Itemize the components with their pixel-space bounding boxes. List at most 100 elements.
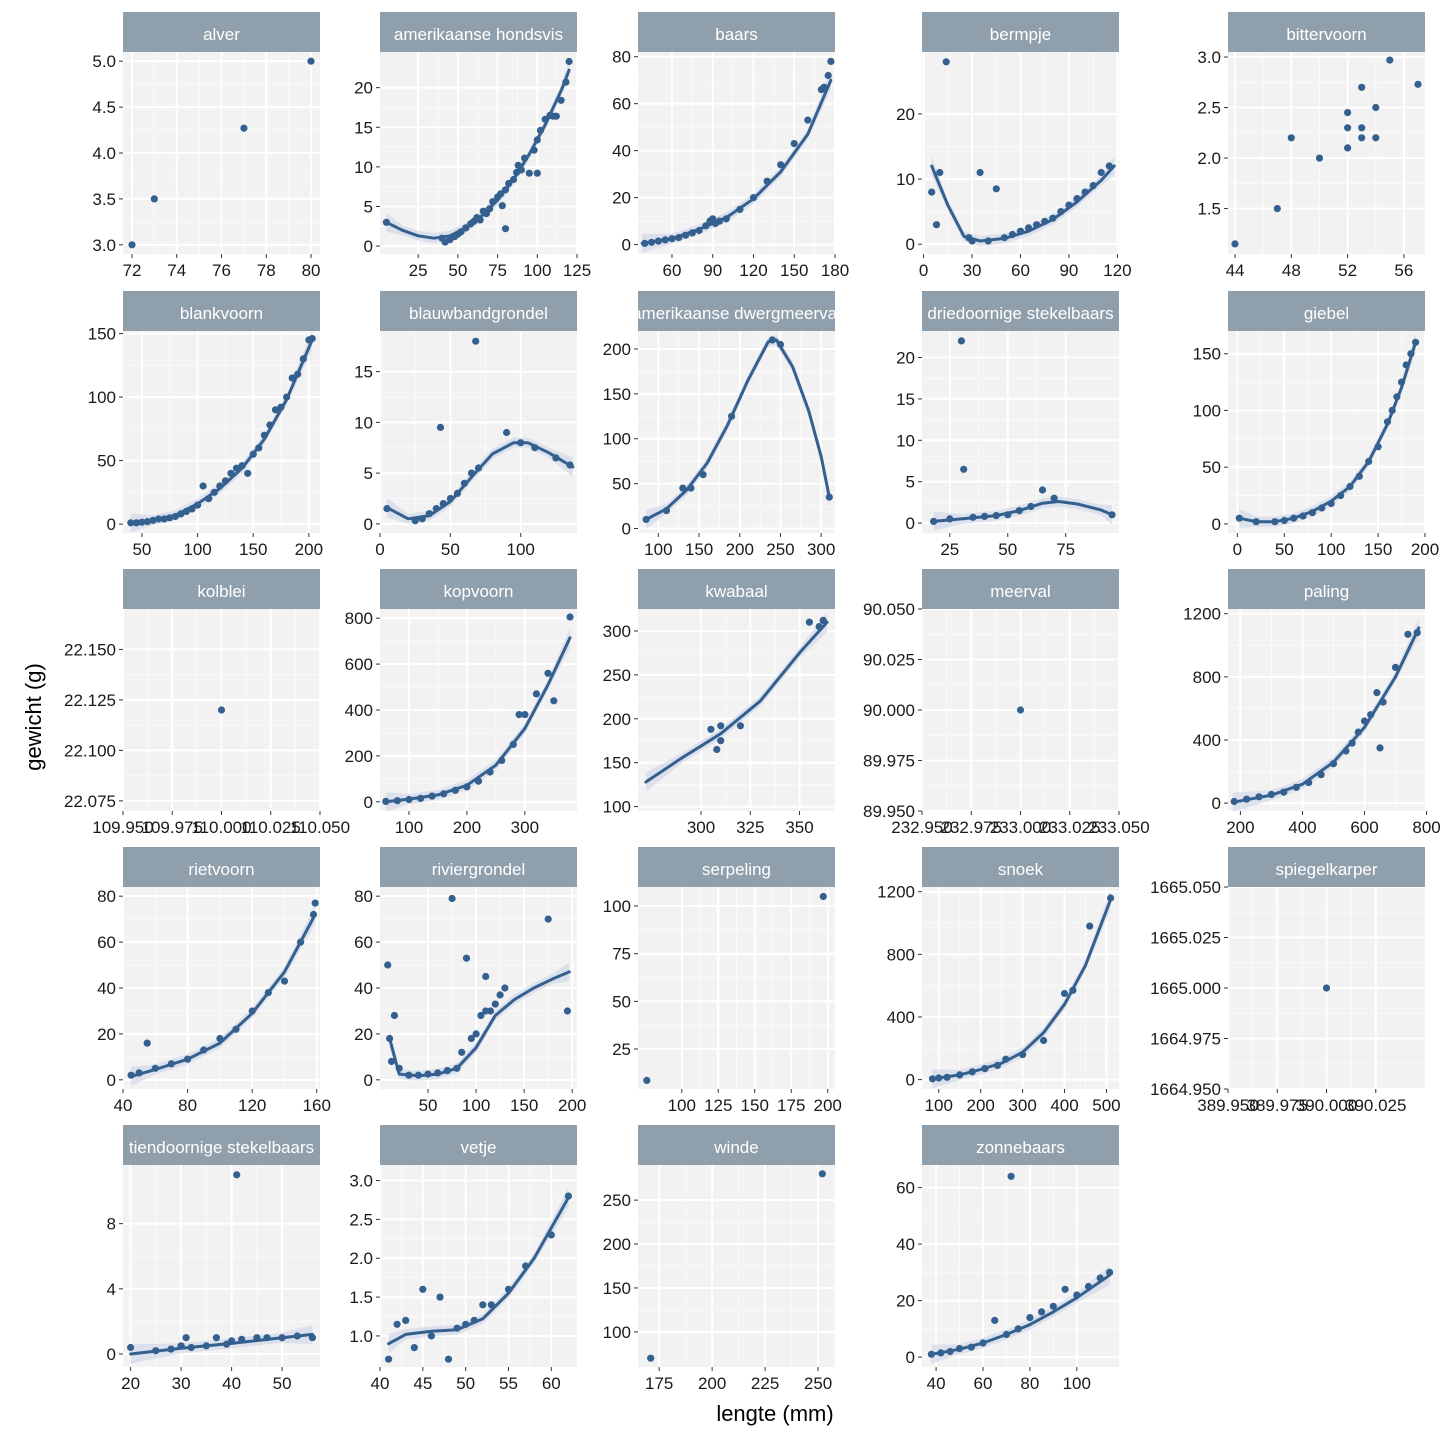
x-tick-label: 150 <box>239 540 267 559</box>
data-point <box>1391 663 1400 672</box>
data-point <box>127 1071 135 1079</box>
x-tick-label: 100 <box>507 540 535 559</box>
facet-panel: zonnebaars 40 60 80 100 0 20 40 60 <box>896 1125 1119 1393</box>
data-point <box>263 1334 271 1342</box>
data-point <box>411 517 419 525</box>
data-point <box>1073 195 1081 203</box>
y-tick-label: 20 <box>896 348 915 367</box>
x-tick-label: 30 <box>963 261 982 280</box>
data-point <box>1404 630 1412 638</box>
data-point <box>432 505 440 513</box>
x-tick-label: 30 <box>172 1374 191 1393</box>
facet-strip-label: kolblei <box>197 582 245 601</box>
panel-background <box>638 52 835 254</box>
data-point <box>699 471 707 479</box>
data-point <box>968 1068 976 1076</box>
plot-layer <box>647 1170 826 1362</box>
data-point <box>790 140 798 148</box>
x-tick-label: 233.000 <box>990 818 1051 837</box>
y-tick-label: 80 <box>354 887 373 906</box>
confidence-band <box>642 70 831 253</box>
facet-strip-label: kwabaal <box>705 582 767 601</box>
data-point <box>1376 744 1384 752</box>
x-tick-label: 180 <box>821 261 849 280</box>
facet-strip-label: meerval <box>990 582 1050 601</box>
y-tick-label: 75 <box>612 945 631 964</box>
data-point <box>297 938 305 946</box>
facet-strip <box>638 12 835 52</box>
x-tick-label: 78 <box>257 261 276 280</box>
data-point <box>969 513 977 521</box>
data-point <box>1360 717 1369 725</box>
data-point <box>1344 124 1352 132</box>
panel-background <box>380 331 577 533</box>
facet-panel: serpeling 100 125 150 175 200 25 50 75 100 <box>603 847 842 1115</box>
facet-strip <box>380 569 577 609</box>
data-point <box>216 482 224 490</box>
facet-strip-label: driedoornige stekelbaars <box>927 304 1113 323</box>
y-tick-label: 89.950 <box>863 802 915 821</box>
data-point <box>1322 984 1331 992</box>
plot-layer <box>127 1171 316 1364</box>
confidence-band <box>385 628 570 811</box>
x-tick-label: 50 <box>273 1374 292 1393</box>
y-tick-label: 800 <box>345 609 373 628</box>
x-tick-label: 90 <box>703 261 722 280</box>
y-tick-label: 60 <box>896 1179 915 1198</box>
y-tick-label: 0 <box>107 1345 116 1364</box>
data-point <box>486 205 494 213</box>
data-point <box>932 221 941 229</box>
x-tick-label: 120 <box>1103 261 1131 280</box>
plot-layer <box>1231 56 1422 248</box>
data-point <box>1305 779 1313 787</box>
data-point <box>1280 516 1288 525</box>
data-point <box>462 1320 470 1328</box>
data-point <box>564 1192 573 1200</box>
y-tick-label: 20 <box>354 79 373 98</box>
data-point <box>1358 83 1366 91</box>
data-point <box>425 510 433 518</box>
y-tick-label: 22.150 <box>64 640 116 659</box>
y-tick-label: 600 <box>345 655 373 674</box>
data-point <box>736 722 745 730</box>
data-point <box>470 1316 478 1324</box>
x-tick-label: 389.950 <box>1197 1096 1258 1115</box>
y-tick-label: 22.125 <box>64 691 116 710</box>
facet-strip <box>123 847 320 887</box>
y-tick-label: 0 <box>107 515 116 534</box>
data-point <box>981 512 989 521</box>
x-tick-label: 40 <box>371 1374 390 1393</box>
data-point <box>930 517 938 526</box>
x-tick-label: 110.000 <box>191 818 251 837</box>
data-point <box>679 484 687 492</box>
facet-strip <box>922 12 1119 52</box>
data-point <box>444 1355 453 1363</box>
data-point <box>460 479 468 487</box>
data-point <box>1373 689 1381 697</box>
x-tick-label: 90 <box>1059 261 1078 280</box>
data-point <box>1033 221 1041 229</box>
y-tick-label: 50 <box>1202 458 1221 477</box>
data-point <box>563 1007 572 1015</box>
facet-strip-label: baars <box>715 25 758 44</box>
data-point <box>521 154 529 162</box>
data-point <box>293 1332 301 1340</box>
data-point <box>405 1071 413 1079</box>
data-point <box>1355 472 1363 480</box>
facet-panel: riviergrondel 50 100 150 200 0 20 40 60 80 <box>354 847 586 1115</box>
facet-panel: snoek 100 200 300 400 500 0 400 800 1200 <box>877 847 1121 1115</box>
y-tick-label: 15 <box>896 390 915 409</box>
y-tick-label: 2.0 <box>349 1249 373 1268</box>
y-tick-label: 200 <box>345 747 373 766</box>
y-tick-label: 50 <box>612 475 631 494</box>
data-point <box>682 231 690 239</box>
data-point <box>405 795 413 804</box>
y-tick-label: 60 <box>97 933 116 952</box>
data-point <box>255 444 263 452</box>
data-point <box>491 1000 499 1008</box>
x-tick-label: 200 <box>814 1096 842 1115</box>
data-point <box>462 954 471 962</box>
data-point <box>238 1335 246 1343</box>
y-tick-label: 0 <box>1212 794 1221 813</box>
y-tick-label: 250 <box>603 666 631 685</box>
